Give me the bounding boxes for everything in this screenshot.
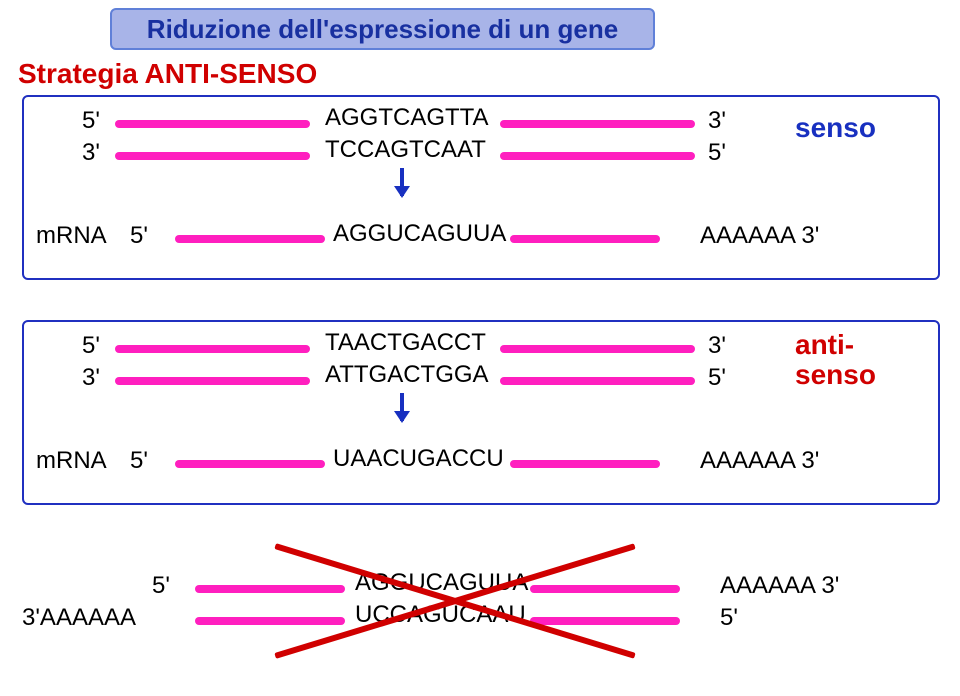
text-label: ATTGACTGGA [325, 361, 489, 389]
text-label: 5' [720, 604, 738, 632]
strand-segment [115, 377, 310, 385]
text-label: 5' [82, 332, 100, 360]
text-label: senso [795, 112, 876, 144]
strand-segment [500, 152, 695, 160]
text-label: 3' [82, 139, 100, 167]
text-label: mRNA [36, 447, 107, 475]
antisenso-label: anti- senso [795, 330, 876, 390]
strand-segment [115, 152, 310, 160]
text-label: 3' [82, 364, 100, 392]
text-label: AGGUCAGUUA [333, 220, 506, 248]
text-label: AAAAAA 3' [700, 222, 819, 250]
strand-segment [500, 377, 695, 385]
text-label: 5' [708, 139, 726, 167]
text-label: mRNA [36, 222, 107, 250]
strand-segment [500, 120, 695, 128]
down-arrow-icon [400, 393, 404, 421]
text-label: AGGTCAGTTA [325, 104, 489, 132]
strand-segment [115, 345, 310, 353]
text-label: 3' [708, 107, 726, 135]
strand-segment [175, 235, 325, 243]
strand-segment [195, 617, 345, 625]
text-label: 5' [82, 107, 100, 135]
text-label: 5' [130, 222, 148, 250]
strand-segment [510, 235, 660, 243]
text-label: 3'AAAAAA [22, 604, 136, 632]
strand-segment [530, 585, 680, 593]
text-label: UAACUGACCU [333, 445, 504, 473]
text-label: 3' [708, 332, 726, 360]
down-arrow-icon [400, 168, 404, 196]
text-label: TAACTGACCT [325, 329, 486, 357]
strand-segment [175, 460, 325, 468]
antisenso-label-line1: anti- [795, 329, 854, 360]
strand-segment [510, 460, 660, 468]
text-label: 5' [152, 572, 170, 600]
text-label: TCCAGTCAAT [325, 136, 486, 164]
text-label: 5' [130, 447, 148, 475]
text-label: AAAAAA 3' [720, 572, 839, 600]
strand-segment [115, 120, 310, 128]
antisenso-label-line2: senso [795, 359, 876, 390]
title-band: Riduzione dell'espressione di un gene [110, 8, 655, 50]
text-label: AAAAAA 3' [700, 447, 819, 475]
strategy-label: Strategia ANTI-SENSO [18, 58, 317, 90]
strand-segment [530, 617, 680, 625]
page-title: Riduzione dell'espressione di un gene [147, 14, 618, 45]
strand-segment [500, 345, 695, 353]
strand-segment [195, 585, 345, 593]
text-label: 5' [708, 364, 726, 392]
